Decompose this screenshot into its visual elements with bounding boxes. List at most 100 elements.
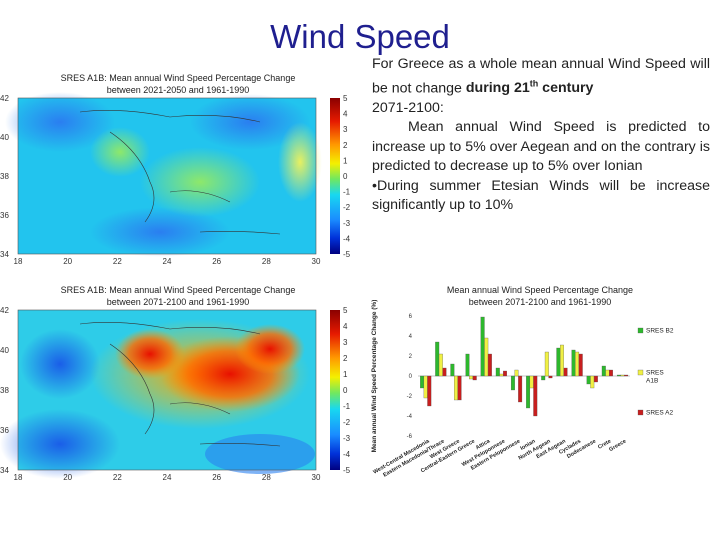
chart-title-line1: Mean annual Wind Speed Percentage Change	[446, 285, 634, 295]
colorbar-tick: 4	[343, 322, 348, 331]
colorbar-tick: -5	[343, 250, 351, 259]
chart-bar	[503, 370, 507, 377]
chart-ytick: -6	[407, 434, 413, 440]
paragraph-greece-overall: For Greece as a whole mean annual Wind S…	[372, 55, 710, 99]
map-lon-tick: 20	[63, 257, 72, 266]
map-lon-tick: 26	[212, 473, 221, 482]
chart-bar	[563, 367, 568, 377]
chart-bar	[499, 373, 504, 377]
chart-caption: Mean annual Wind Speed Percentage Change…	[410, 284, 670, 308]
legend-label-cont: A1B	[646, 378, 658, 385]
chart-bar	[457, 375, 462, 401]
map-lon-tick: 26	[212, 257, 221, 266]
colorbar-tick: -3	[343, 219, 351, 228]
colorbar-tick: 1	[343, 370, 348, 379]
chart-bar	[616, 374, 621, 377]
chart-ytick: -4	[407, 414, 413, 420]
map-lon-tick: 24	[163, 257, 172, 266]
chart-bar	[620, 374, 625, 377]
map-lon-tick: 30	[312, 257, 321, 266]
region-bar-chart: Mean annual Wind Speed Percentage Change…	[371, 300, 674, 479]
legend-swatch	[637, 409, 644, 416]
map-lat-tick: 34	[0, 250, 9, 259]
top-wind-map: 42 40 38 36 34 18 20 22 24 26 28 30 5 4 3 2 1 0 -1 -2 -3 -4…	[0, 92, 351, 266]
p1-text-a: For Greece as a whole mean annual Wind S…	[372, 56, 710, 97]
chart-bar	[556, 347, 561, 377]
chart-bar	[465, 353, 470, 377]
p1-text-b-main: during 21	[465, 80, 530, 97]
map-lat-tick: 42	[0, 94, 9, 103]
chart-bar	[495, 367, 500, 377]
map-lat-tick: 38	[0, 386, 9, 395]
p1-text-c: century	[538, 80, 594, 97]
legend-label: SRES A2	[646, 410, 673, 417]
chart-bar	[480, 316, 485, 377]
bottom-map-caption-line1: SRES A1B: Mean annual Wind Speed Percent…	[60, 285, 296, 295]
chart-ytick: -2	[407, 394, 413, 400]
chart-bar	[529, 375, 534, 389]
chart-bar	[578, 353, 583, 377]
chart-bar	[593, 375, 598, 383]
colorbar-tick: 1	[343, 156, 348, 165]
chart-ytick: 0	[409, 374, 413, 380]
map-lon-tick: 20	[63, 473, 72, 482]
chart-ytick: 2	[409, 354, 413, 360]
chart-bar	[469, 375, 474, 380]
colorbar-tick: -4	[343, 450, 351, 459]
top-map-caption: SRES A1B: Mean annual Wind Speed Percent…	[28, 72, 328, 96]
chart-bar	[420, 375, 425, 389]
chart-bar	[510, 375, 515, 391]
map-lon-tick: 28	[262, 257, 271, 266]
bottom-wind-map: 42 40 38 36 34 18 20 22 24 26 28 30 5 4 3 2 1 0 -1 -2 -3 -4…	[0, 306, 351, 482]
colorbar-tick: 2	[343, 141, 348, 150]
map-lon-tick: 18	[14, 257, 23, 266]
chart-bar	[533, 375, 538, 417]
chart-bar	[571, 349, 576, 377]
chart-bar	[514, 369, 519, 377]
chart-bar	[484, 337, 489, 377]
paragraph-period: 2071-2100:	[372, 99, 444, 116]
chart-bar	[427, 375, 432, 407]
map-lat-tick: 38	[0, 172, 9, 181]
top-map-caption-line2: between 2021-2050 and 1961-1990	[106, 85, 250, 95]
map-lat-tick: 34	[0, 466, 9, 475]
chart-bar	[442, 367, 447, 377]
map-lat-tick: 40	[0, 346, 9, 355]
slide-title: Wind Speed	[270, 18, 450, 55]
map-lon-tick: 22	[113, 473, 122, 482]
colorbar-tick: 4	[343, 110, 348, 119]
chart-ylabel: Mean annual Wind Speed Percentage Change…	[371, 300, 378, 452]
map-lon-tick: 22	[113, 257, 122, 266]
colorbar-tick: -5	[343, 466, 351, 475]
paragraph-aegean-ionian: Mean annual Wind Speed is predicted to i…	[372, 119, 710, 175]
chart-bar	[472, 375, 477, 381]
legend-label: SRES	[646, 370, 664, 377]
chart-bar	[609, 369, 613, 377]
chart-bar	[438, 353, 443, 377]
colorbar-tick: 3	[343, 125, 348, 134]
map-lon-tick: 18	[14, 473, 23, 482]
chart-bar	[544, 351, 549, 377]
colorbar-tick: 2	[343, 354, 348, 363]
chart-ytick: 6	[409, 314, 413, 320]
colorbar-tick: -2	[343, 203, 351, 212]
chart-title-line2: between 2071-2100 and 1961-1990	[468, 297, 612, 307]
chart-bar	[624, 374, 629, 377]
chart-bar	[487, 353, 492, 377]
map-lat-tick: 42	[0, 306, 9, 315]
chart-bar	[526, 375, 531, 409]
map-lat-tick: 40	[0, 133, 9, 142]
chart-bar	[541, 375, 546, 381]
description-text: For Greece as a whole mean annual Wind S…	[372, 55, 710, 216]
chart-bar	[548, 375, 553, 379]
map-lat-tick: 36	[0, 426, 9, 435]
map-lon-tick: 30	[312, 473, 321, 482]
p1-text-b: during 21th century	[465, 79, 594, 97]
chart-bar	[590, 375, 595, 389]
map-lon-tick: 28	[262, 473, 271, 482]
chart-bar	[575, 351, 580, 377]
colorbar-tick: -1	[343, 402, 351, 411]
top-map-caption-line1: SRES A1B: Mean annual Wind Speed Percent…	[60, 73, 296, 83]
map-lat-tick: 36	[0, 211, 9, 220]
chart-bar	[450, 363, 455, 377]
